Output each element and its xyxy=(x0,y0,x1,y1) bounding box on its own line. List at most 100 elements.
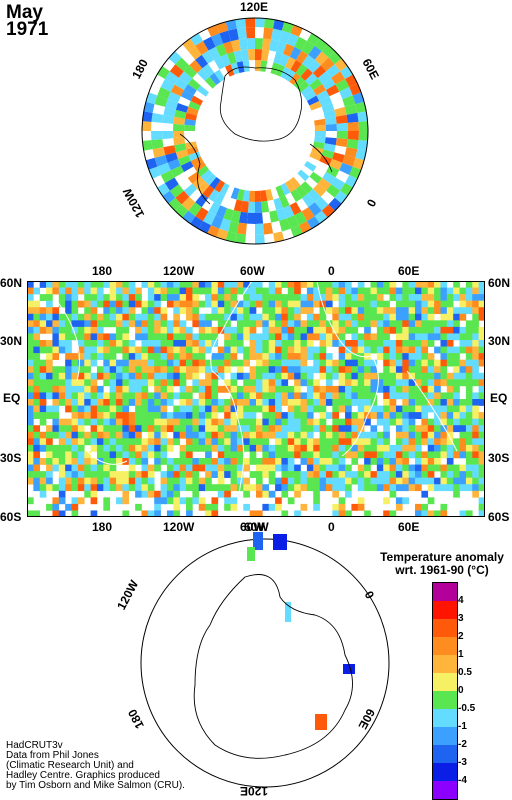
anomaly-cell xyxy=(357,471,365,478)
anomaly-cell xyxy=(256,399,263,406)
anomaly-cell xyxy=(325,307,333,315)
anomaly-cell xyxy=(116,385,123,393)
anomaly-cell xyxy=(103,451,110,459)
anomaly-cell xyxy=(472,471,479,478)
anomaly-cell xyxy=(77,425,85,433)
anomaly-cell xyxy=(370,294,378,301)
anomaly-cell xyxy=(345,379,352,387)
anomaly-cell xyxy=(306,326,314,334)
anomaly-cell xyxy=(268,490,276,498)
anomaly-cell xyxy=(427,431,435,439)
anomaly-cell xyxy=(255,223,265,235)
anomaly-cell xyxy=(389,412,397,419)
anomaly-cell xyxy=(351,326,359,334)
anomaly-cell xyxy=(408,471,416,478)
anomaly-cell xyxy=(157,162,171,175)
anomaly-cell xyxy=(33,484,41,492)
world-right-lat-4: 60S xyxy=(488,510,510,524)
anomaly-cell xyxy=(217,287,225,295)
anomaly-cell xyxy=(90,326,98,334)
anomaly-cell xyxy=(332,281,339,288)
world-right-lat-1: 30N xyxy=(488,334,511,348)
anomaly-cell xyxy=(211,287,219,295)
anomaly-cell xyxy=(427,340,435,347)
anomaly-cell xyxy=(383,366,390,374)
anomaly-cell xyxy=(90,359,98,367)
anomaly-cell xyxy=(90,484,98,492)
anomaly-cell xyxy=(281,458,289,465)
title-month: May xyxy=(6,2,43,23)
anomaly-cell xyxy=(415,425,422,433)
anomaly-cell xyxy=(262,405,270,413)
anomaly-cell xyxy=(351,300,359,308)
anomaly-cell xyxy=(217,405,225,413)
anomaly-cell xyxy=(332,412,339,419)
anomaly-cell xyxy=(65,326,72,334)
anomaly-cell xyxy=(345,353,352,360)
anomaly-cell xyxy=(96,372,104,380)
anomaly-cell xyxy=(192,333,200,341)
anomaly-cell xyxy=(383,464,390,472)
anomaly-cell xyxy=(71,497,79,505)
anomaly-cell xyxy=(325,412,333,419)
anomaly-cell xyxy=(415,503,422,511)
anomaly-cell xyxy=(415,353,422,360)
anomaly-cell xyxy=(357,366,365,374)
anomaly-cell xyxy=(275,300,282,308)
anomaly-cell xyxy=(389,444,397,452)
anomaly-cell xyxy=(294,412,301,419)
anomaly-cell xyxy=(434,458,441,465)
anomaly-cell xyxy=(122,412,130,419)
anomaly-cell xyxy=(427,294,435,301)
anomaly-cell xyxy=(370,431,378,439)
anomaly-cell xyxy=(128,300,136,308)
anomaly-cell xyxy=(446,307,454,315)
anomaly-cell xyxy=(440,464,448,472)
anomaly-cell xyxy=(128,431,136,439)
anomaly-cell xyxy=(342,155,356,167)
anomaly-cell xyxy=(465,340,473,347)
anomaly-cell xyxy=(255,38,264,50)
legend-label: 4 xyxy=(458,595,464,606)
anomaly-cell xyxy=(395,418,403,426)
anomaly-cell xyxy=(302,54,315,69)
anomaly-cell xyxy=(141,281,149,288)
anomaly-cell xyxy=(364,307,371,315)
anomaly-cell xyxy=(224,307,231,315)
anomaly-cell xyxy=(306,471,314,478)
anomaly-cell xyxy=(440,379,448,387)
anomaly-cell xyxy=(173,340,180,347)
anomaly-cell xyxy=(256,464,263,472)
anomaly-cell xyxy=(188,45,202,60)
anomaly-cell xyxy=(306,366,314,374)
anomaly-cell xyxy=(446,340,454,347)
anomaly-cell xyxy=(332,510,339,517)
anomaly-cell xyxy=(427,464,435,472)
anomaly-cell xyxy=(198,484,206,492)
anomaly-cell xyxy=(128,372,136,380)
anomaly-cell xyxy=(275,294,282,301)
anomaly-cell xyxy=(179,281,187,288)
anomaly-cell xyxy=(249,412,257,419)
anomaly-cell xyxy=(287,300,295,308)
anomaly-cell xyxy=(243,484,250,492)
anomaly-cell xyxy=(256,359,263,367)
anomaly-cell xyxy=(281,294,289,301)
anomaly-cell xyxy=(109,313,117,321)
anomaly-cell xyxy=(27,399,34,406)
anomaly-cell xyxy=(160,497,168,505)
anomaly-cell xyxy=(71,510,79,517)
anomaly-cell xyxy=(249,438,257,446)
anomaly-cell xyxy=(478,392,485,400)
anomaly-cell xyxy=(65,346,72,354)
anomaly-cell xyxy=(383,458,390,465)
anomaly-cell xyxy=(52,353,60,360)
anomaly-cell xyxy=(294,510,301,517)
anomaly-cell xyxy=(160,385,168,393)
anomaly-cell xyxy=(344,104,358,115)
anomaly-cell xyxy=(52,444,60,452)
anomaly-cell xyxy=(306,477,314,485)
anomaly-cell xyxy=(249,326,257,334)
anomaly-cell xyxy=(180,161,194,172)
anomaly-cell xyxy=(262,366,270,374)
